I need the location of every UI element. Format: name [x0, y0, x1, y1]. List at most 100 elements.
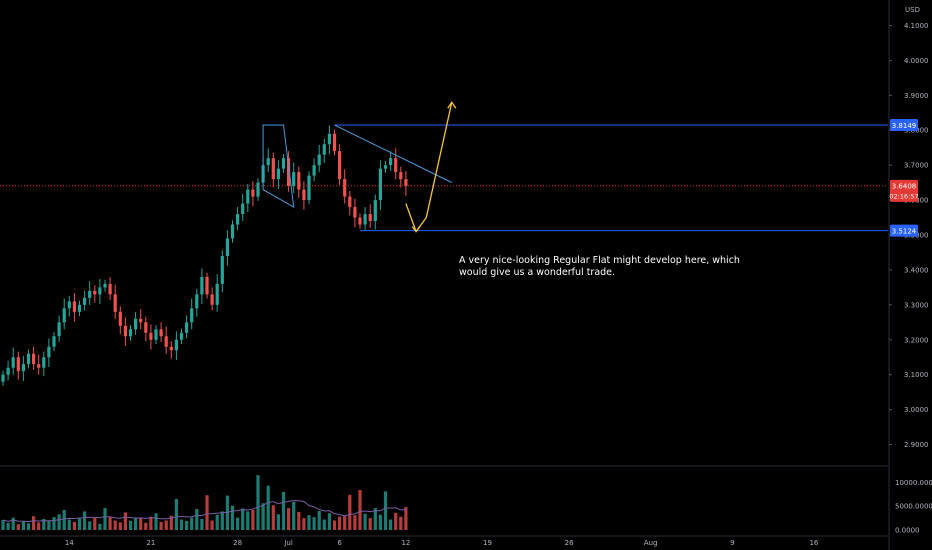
candle: [174, 331, 178, 361]
volume-bar: [302, 518, 306, 530]
volume-bar: [21, 521, 25, 530]
volume-bar: [128, 520, 133, 530]
volume-tick-label: 5000.0000: [895, 503, 932, 511]
volume-bar: [241, 508, 245, 530]
candle: [246, 184, 250, 212]
upper-level-badge: 3.8149: [890, 119, 918, 132]
volume-ma-line: [2, 500, 406, 523]
svg-text:3.6408: 3.6408: [892, 183, 917, 191]
candle: [271, 152, 275, 188]
volume-bar: [338, 516, 342, 530]
volume-bar: [332, 520, 337, 530]
volume-bar: [93, 518, 97, 530]
volume-bar: [77, 518, 82, 530]
time-tick-label: 26: [565, 539, 574, 547]
volume-bar: [144, 522, 148, 530]
time-tick-label: 16: [809, 539, 818, 547]
price-tick-label: 4.1000: [904, 22, 929, 30]
trendline: [334, 124, 453, 184]
candle: [338, 144, 342, 185]
volume-bar: [154, 513, 158, 530]
volume-bar: [261, 503, 265, 530]
candle: [139, 309, 143, 330]
candle: [256, 178, 260, 201]
candle: [343, 169, 347, 204]
candle: [72, 292, 76, 322]
volume-bar: [317, 510, 321, 530]
volume-bar: [149, 516, 153, 530]
volume-bar: [281, 491, 286, 530]
volume-bar: [16, 524, 20, 530]
candle: [164, 326, 168, 354]
volume-bar: [67, 519, 71, 530]
flag-pattern-box: [262, 124, 295, 208]
time-tick-label: 14: [65, 539, 74, 547]
volume-bar: [42, 519, 46, 530]
candle: [93, 285, 97, 303]
currency-label: USD: [905, 6, 920, 14]
svg-text:3.5124: 3.5124: [892, 227, 917, 235]
volume-bar: [83, 511, 87, 530]
volume-bar: [72, 521, 76, 530]
candle: [394, 148, 398, 180]
volume-bar: [52, 517, 56, 530]
volume-bar: [307, 515, 311, 530]
volume-bar: [230, 505, 235, 530]
candle: [67, 295, 71, 317]
volume-bar: [353, 515, 357, 530]
lower-level-badge: 3.5124: [890, 224, 918, 237]
candle: [37, 354, 41, 375]
candle: [26, 349, 31, 369]
candle: [21, 355, 25, 381]
candle: [404, 170, 408, 196]
candle: [225, 230, 229, 266]
candle: [57, 315, 61, 342]
candle: [159, 322, 163, 342]
candle: [42, 351, 46, 377]
time-axis[interactable]: 14 21 28 Jul 6 12 19 26 Aug 9 16: [65, 539, 819, 547]
candle: [358, 213, 362, 229]
candle: [312, 158, 316, 182]
candle: [62, 298, 66, 330]
candle: [236, 207, 240, 231]
volume-bar: [164, 520, 168, 530]
price-tick-label: 3.3000: [904, 301, 929, 309]
svg-text:3.8149: 3.8149: [892, 122, 917, 130]
price-pane[interactable]: [1, 125, 408, 386]
volume-bar: [32, 516, 36, 530]
volume-bar: [358, 489, 362, 530]
price-tick-label: 2.9000: [904, 441, 929, 449]
volume-bar: [11, 517, 15, 530]
volume-bar: [220, 511, 224, 530]
volume-bar: [195, 509, 199, 530]
volume-bar: [327, 513, 331, 530]
volume-bar: [37, 522, 41, 530]
volume-bar: [246, 511, 250, 530]
candle: [11, 347, 15, 375]
candle: [287, 151, 291, 192]
volume-bar: [47, 520, 51, 530]
candle: [241, 193, 245, 222]
projection-path: [405, 102, 453, 233]
volume-bar: [179, 519, 184, 530]
volume-bar: [322, 519, 326, 530]
candle: [348, 190, 352, 216]
volume-tick-label: 10000.0000: [895, 479, 932, 487]
time-tick-label: 21: [146, 539, 155, 547]
candle: [52, 332, 56, 351]
candle: [88, 281, 92, 305]
candle: [128, 325, 133, 341]
candle: [195, 288, 199, 317]
volume-bar: [6, 522, 10, 530]
volume-bar: [215, 514, 219, 530]
volume-bar: [256, 475, 260, 530]
candle: [281, 153, 286, 173]
volume-bar: [1, 519, 5, 530]
volume-bar: [292, 501, 296, 530]
candle: [363, 207, 367, 231]
price-tick-label: 3.1000: [904, 371, 929, 379]
candle: [77, 300, 82, 317]
volume-bar: [368, 518, 372, 530]
